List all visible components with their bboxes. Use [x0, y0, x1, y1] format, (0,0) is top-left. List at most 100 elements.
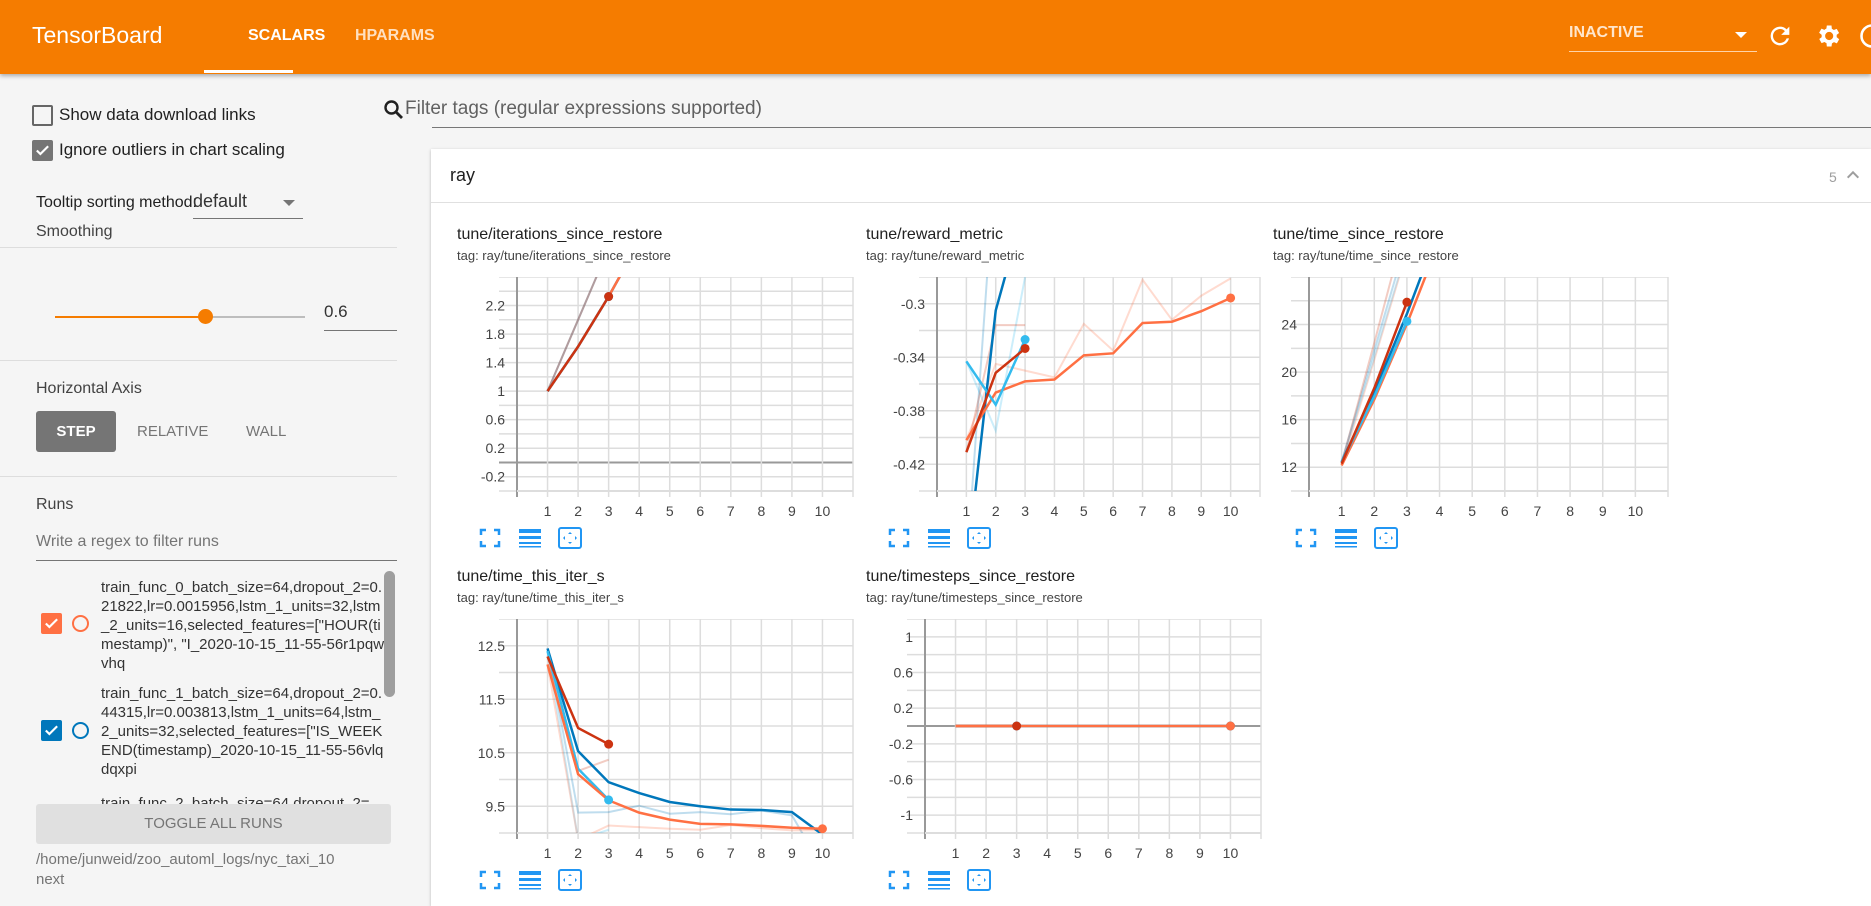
axis-wall-button[interactable]: WALL — [246, 423, 287, 440]
fullscreen-icon[interactable] — [477, 526, 503, 550]
raw-series-line — [546, 277, 598, 392]
smoothed-series-line — [1340, 277, 1423, 463]
fullscreen-icon[interactable] — [886, 526, 912, 550]
caret-down-icon — [283, 200, 295, 206]
raw-series-line — [546, 650, 609, 833]
y-tick-label: 0.6 — [486, 412, 506, 428]
slider-thumb[interactable] — [198, 309, 213, 324]
smoothing-value: 0.6 — [324, 302, 348, 321]
x-tick-label: 8 — [1566, 503, 1574, 519]
x-tick-label: 2 — [1370, 503, 1378, 519]
x-tick-label: 8 — [757, 503, 765, 519]
grid — [919, 277, 1261, 497]
x-tick-label: 9 — [1196, 845, 1204, 861]
y-tick-label: -0.42 — [893, 456, 925, 472]
tab-scalars[interactable]: SCALARS — [248, 27, 326, 44]
x-tick-label: 4 — [1436, 503, 1444, 519]
x-tick-label: 7 — [727, 503, 735, 519]
x-tick-label: 6 — [1109, 503, 1117, 519]
fit-domain-icon[interactable] — [966, 868, 992, 892]
raw-series-line — [965, 277, 1232, 441]
runs-scrollbar[interactable] — [384, 571, 395, 697]
y-tick-label: -0.38 — [893, 403, 925, 419]
smoothed-series-line — [546, 655, 610, 746]
help-icon[interactable] — [1858, 22, 1871, 50]
inactive-plugins-dropdown[interactable]: INACTIVE — [1569, 24, 1757, 52]
series-layer — [965, 277, 1232, 491]
sidebar: Show data download links Ignore outliers… — [0, 74, 397, 906]
run-color-picker[interactable] — [72, 722, 89, 739]
ignore-outliers-checkbox[interactable] — [32, 140, 53, 161]
runs-filter-input[interactable]: Write a regex to filter runs — [36, 533, 397, 561]
smoothed-series-line — [546, 648, 823, 833]
fullscreen-icon[interactable] — [886, 868, 912, 892]
app-title: TensorBoard — [32, 22, 163, 48]
x-tick-label: 2 — [982, 845, 990, 861]
scalar-chart: tune/iterations_since_restore tag: ray/t… — [457, 226, 859, 549]
y-tick-label: -0.2 — [889, 736, 913, 752]
series-end-point — [817, 824, 827, 834]
chart-plot[interactable]: 1 0.6 0.2 -0.2 -0.6 -1 1 2 3 4 5 6 7 8 9 10 — [866, 619, 1267, 865]
log-scale-icon[interactable] — [517, 526, 543, 550]
chevron-up-icon[interactable] — [1845, 167, 1861, 183]
log-scale-icon[interactable] — [1333, 526, 1359, 550]
run-item[interactable]: train_func_2_batch_size=64,dropout_2= — [0, 787, 397, 804]
chart-plot[interactable]: -0.3 -0.34 -0.38 -0.42 1 2 3 4 5 6 7 8 9 10 — [866, 277, 1266, 523]
run-item[interactable]: train_func_0_batch_size=64,dropout_2=0.2… — [0, 570, 397, 680]
x-tick-label: 1 — [952, 845, 960, 861]
x-tick-label: 6 — [696, 503, 704, 519]
smoothing-input[interactable]: 0.6 — [324, 302, 397, 331]
series-end-point — [604, 739, 614, 749]
logdir-path: /home/junweid/zoo_automl_logs/nyc_taxi_1… — [36, 851, 335, 888]
show-download-links-label: Show data download links — [59, 105, 256, 124]
fit-domain-icon[interactable] — [1373, 526, 1399, 550]
show-download-links-checkbox[interactable] — [32, 105, 53, 126]
tooltip-sorting-select[interactable]: default — [193, 186, 303, 219]
chart-title: tune/timesteps_since_restore — [866, 568, 1075, 585]
tag-group-count: 5 — [1829, 169, 1837, 185]
y-tick-label: -0.2 — [481, 469, 505, 485]
toggle-all-runs-button[interactable]: TOGGLE ALL RUNS — [36, 804, 391, 844]
series-end-point — [1020, 335, 1030, 345]
run-color-picker[interactable] — [72, 615, 89, 632]
tag-group-name: ray — [450, 165, 476, 185]
axis-relative-button[interactable]: RELATIVE — [137, 423, 209, 440]
axis-step-button[interactable]: STEP — [36, 411, 116, 452]
y-tick-label: 20 — [1281, 364, 1297, 380]
chart-plot[interactable]: 2.2 1.8 1.4 1 0.6 0.2 -0.2 1 2 3 4 5 6 7 8 9 10 — [457, 277, 859, 523]
log-scale-icon[interactable] — [517, 868, 543, 892]
fit-domain-icon[interactable] — [557, 868, 583, 892]
fit-domain-icon[interactable] — [557, 526, 583, 550]
smoothing-slider[interactable] — [55, 309, 305, 324]
fullscreen-icon[interactable] — [1293, 526, 1319, 550]
runs-label: Runs — [36, 496, 74, 513]
chart-title: tune/iterations_since_restore — [457, 226, 663, 243]
x-tick-label: 2 — [574, 503, 582, 519]
raw-series-line — [965, 324, 1026, 453]
series-end-point — [604, 292, 614, 302]
log-scale-icon[interactable] — [926, 526, 952, 550]
series-layer — [546, 277, 621, 392]
smoothed-series-line — [1340, 301, 1409, 465]
run-checkbox[interactable] — [41, 613, 62, 634]
slider-fill — [55, 316, 205, 318]
fit-domain-icon[interactable] — [966, 526, 992, 550]
log-scale-icon[interactable] — [926, 868, 952, 892]
run-checkbox[interactable] — [41, 720, 62, 741]
chart-plot[interactable]: 12.5 11.5 10.5 9.5 1 2 3 4 5 6 7 8 9 10 — [457, 619, 859, 865]
raw-series-line — [1340, 277, 1393, 464]
fullscreen-icon[interactable] — [477, 868, 503, 892]
x-tick-label: 6 — [1104, 845, 1112, 861]
chart-actions — [886, 868, 992, 892]
tag-filter-input[interactable]: Filter tags (regular expressions support… — [384, 92, 1871, 128]
x-tick-label: 1 — [544, 503, 552, 519]
tag-group-header[interactable]: ray 5 — [431, 149, 1871, 203]
refresh-icon[interactable] — [1766, 22, 1794, 50]
run-item[interactable]: train_func_1_batch_size=64,dropout_2=0.4… — [0, 680, 397, 787]
grid — [907, 619, 1262, 839]
run-name: train_func_2_batch_size=64,dropout_2= — [101, 795, 370, 804]
divider — [0, 476, 397, 477]
settings-icon[interactable] — [1814, 22, 1842, 50]
tab-hparams[interactable]: HPARAMS — [355, 27, 435, 44]
